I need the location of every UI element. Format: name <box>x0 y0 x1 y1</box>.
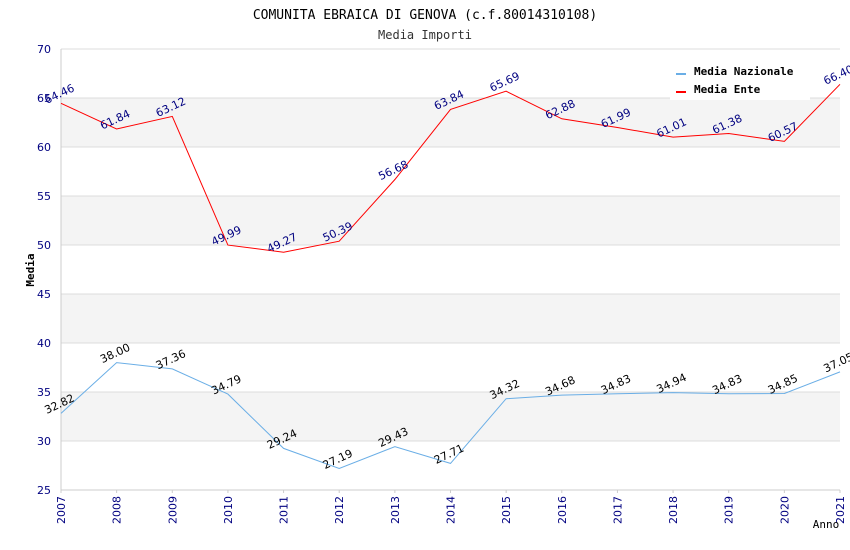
x-tick-label: 2013 <box>389 496 402 524</box>
x-tick-label: 2017 <box>611 496 624 524</box>
x-tick-label: 2011 <box>278 496 291 524</box>
legend-label-media-nazionale: Media Nazionale <box>694 65 794 78</box>
y-tick-label: 60 <box>37 141 51 154</box>
y-tick-label: 40 <box>37 337 51 350</box>
series-line-media-ente <box>60 83 841 253</box>
grid-band <box>61 98 840 147</box>
y-tick-label: 35 <box>37 386 51 399</box>
series-lines <box>60 83 841 470</box>
x-tick-label: 2008 <box>111 496 124 524</box>
x-tick-label: 2021 <box>834 496 847 524</box>
x-tick-label: 2010 <box>222 496 235 524</box>
chart-title: COMUNITA EBRAICA DI GENOVA (c.f.80014310… <box>253 8 597 23</box>
grid-band <box>61 196 840 245</box>
legend-box <box>670 60 810 100</box>
x-tick-label: 2007 <box>55 496 68 524</box>
chart-subtitle: Media Importi <box>378 28 472 42</box>
y-tick-label: 70 <box>37 43 51 56</box>
x-tick-label: 2014 <box>445 496 458 524</box>
y-tick-label: 50 <box>37 239 51 252</box>
legend-label-media-ente: Media Ente <box>694 83 761 96</box>
x-axis-label: Anno <box>813 518 840 531</box>
x-tick-label: 2019 <box>723 496 736 524</box>
grid-band <box>61 392 840 441</box>
y-axis-label: Media <box>24 253 37 286</box>
y-tick-label: 45 <box>37 288 51 301</box>
y-tick-label: 30 <box>37 435 51 448</box>
x-tick-label: 2016 <box>556 496 569 524</box>
data-label: 37.05 <box>821 350 850 375</box>
data-label: 66.40 <box>821 63 850 88</box>
x-tick-labels: 2007 2008 2009 2010 2011 2012 2013 2014 2015 2016… <box>55 490 847 524</box>
y-tick-label: 25 <box>37 484 51 497</box>
y-tick-label: 65 <box>37 92 51 105</box>
series-line-media-nazionale <box>60 362 841 470</box>
x-tick-label: 2012 <box>333 496 346 524</box>
x-tick-label: 2015 <box>500 496 513 524</box>
x-tick-label: 2009 <box>166 496 179 524</box>
grid-bands <box>61 98 840 441</box>
y-tick-label: 55 <box>37 190 51 203</box>
legend: Media Nazionale Media Ente <box>670 60 810 100</box>
data-label: 56.68 <box>376 158 410 183</box>
y-tick-labels: 25 30 35 40 45 50 55 60 65 70 <box>37 43 51 497</box>
x-tick-label: 2018 <box>667 496 680 524</box>
x-tick-label: 2020 <box>778 496 791 524</box>
data-label: 65.69 <box>488 70 522 95</box>
grid-band <box>61 294 840 343</box>
data-label: 38.00 <box>98 341 132 366</box>
